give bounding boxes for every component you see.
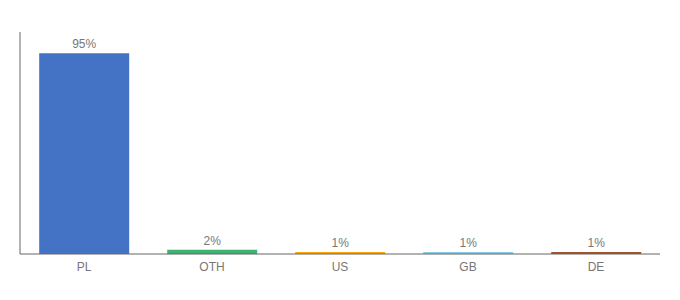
svg-text:PL: PL [77, 260, 92, 274]
svg-text:1%: 1% [588, 236, 606, 250]
svg-text:GB: GB [459, 260, 476, 274]
svg-text:US: US [332, 260, 349, 274]
svg-text:1%: 1% [332, 236, 350, 250]
svg-text:95%: 95% [72, 37, 96, 51]
svg-text:2%: 2% [204, 234, 222, 248]
svg-text:DE: DE [588, 260, 605, 274]
svg-text:1%: 1% [460, 236, 478, 250]
svg-text:OTH: OTH [199, 260, 224, 274]
